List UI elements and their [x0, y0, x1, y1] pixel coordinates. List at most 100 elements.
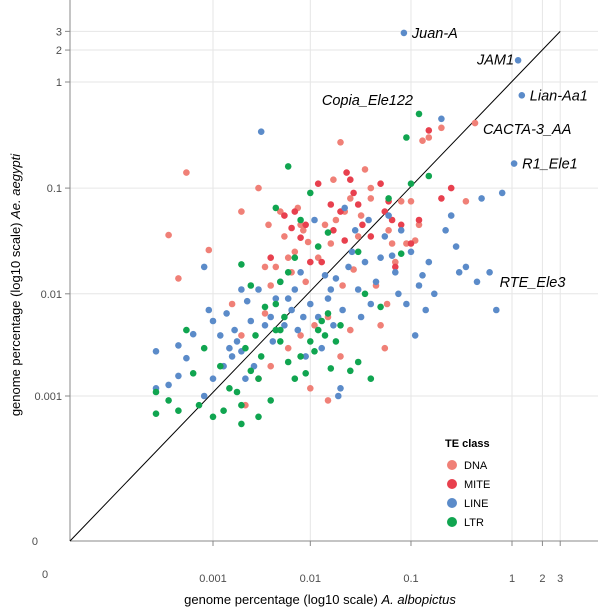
point-ltr [302, 370, 310, 377]
point-line [321, 272, 329, 279]
point-dna [332, 216, 340, 224]
point-dna [302, 278, 310, 286]
point-mite [377, 180, 384, 187]
point-dna [238, 332, 245, 339]
point-dna [321, 221, 329, 229]
legend-swatch [447, 479, 457, 489]
point-ltr [238, 420, 245, 428]
y-tick-label: 0 [32, 536, 38, 548]
point-line [307, 300, 314, 308]
point-ltr [385, 195, 392, 202]
point-dna [307, 385, 314, 392]
point-line [233, 338, 241, 345]
x-tick-label: 0.001 [199, 573, 227, 585]
point-line [473, 278, 481, 286]
point-line [337, 385, 344, 392]
point-ltr [261, 303, 269, 311]
x-tick-label: 3 [557, 573, 563, 585]
point-dna [367, 195, 375, 202]
annotation-label: Lian-Aa1 [530, 88, 588, 104]
y-tick-label: 0.01 [41, 289, 62, 301]
point-line [455, 269, 463, 276]
point-dna [397, 198, 405, 205]
point-line [238, 286, 245, 293]
point-dna [361, 166, 369, 173]
point-ltr [307, 189, 314, 197]
point-dna [267, 282, 275, 289]
point-dna [415, 221, 423, 229]
point-line [269, 338, 277, 345]
point-dna [388, 240, 396, 247]
legend-label: LTR [464, 517, 484, 529]
point-mite [267, 254, 275, 261]
point-mite [288, 224, 295, 232]
point-line [357, 313, 365, 321]
point-line [332, 275, 340, 282]
point-dna [403, 240, 410, 247]
point-line [175, 372, 182, 380]
point-mite [367, 233, 375, 240]
point-line [442, 227, 449, 234]
point-dna [330, 176, 337, 183]
point-ltr [252, 332, 259, 339]
legend-label: LINE [464, 498, 488, 510]
point-line [300, 313, 307, 321]
point-line [200, 263, 208, 271]
point-mite [447, 184, 455, 192]
point-dna [337, 353, 344, 360]
point-dna [383, 300, 391, 308]
grid-lines [70, 0, 598, 541]
point-dna [183, 169, 190, 176]
point-line [367, 300, 375, 308]
point-ltr [255, 375, 262, 383]
point-ltr [209, 413, 217, 421]
point-mite [397, 221, 405, 229]
point-mite [415, 216, 423, 224]
point-mite [291, 208, 299, 215]
point-ltr [247, 282, 255, 289]
point-dna [277, 208, 284, 215]
point-mite [341, 237, 349, 244]
point-ltr [415, 110, 423, 118]
point-line [425, 258, 433, 266]
point-line [514, 57, 522, 64]
point-line [228, 353, 236, 360]
point-mite [343, 169, 350, 176]
point-line [339, 306, 346, 314]
x-axis-title-species: A. albopictus [380, 592, 456, 607]
point-ltr [297, 353, 304, 360]
point-mite [438, 195, 445, 202]
point-dna [265, 221, 272, 229]
point-dna [337, 139, 344, 146]
point-dna [354, 233, 362, 240]
point-line [498, 189, 506, 197]
data-points [152, 29, 526, 428]
legend-label: DNA [464, 460, 488, 472]
legend-label: MITE [464, 479, 490, 491]
point-ltr [284, 358, 292, 366]
y-tick-label: 3 [56, 26, 62, 38]
point-mite [407, 240, 415, 247]
point-ltr [277, 278, 284, 286]
point-dna [255, 184, 262, 192]
point-ltr [327, 365, 335, 372]
point-line [330, 322, 337, 329]
point-line [403, 300, 410, 308]
point-line [324, 295, 332, 302]
point-dna [425, 134, 433, 141]
point-ltr [220, 407, 227, 415]
point-line [311, 216, 318, 224]
point-ltr [152, 388, 160, 396]
point-dna [297, 332, 304, 339]
point-dna [261, 263, 269, 271]
point-ltr [337, 322, 344, 329]
point-mite [354, 201, 362, 208]
identity-line [69, 31, 561, 542]
point-line [231, 326, 238, 334]
point-line [297, 269, 304, 276]
point-dna [381, 344, 389, 352]
point-line [327, 286, 335, 293]
point-ltr [311, 348, 318, 355]
point-mite [425, 127, 433, 134]
x-tick-label: 1 [509, 573, 515, 585]
